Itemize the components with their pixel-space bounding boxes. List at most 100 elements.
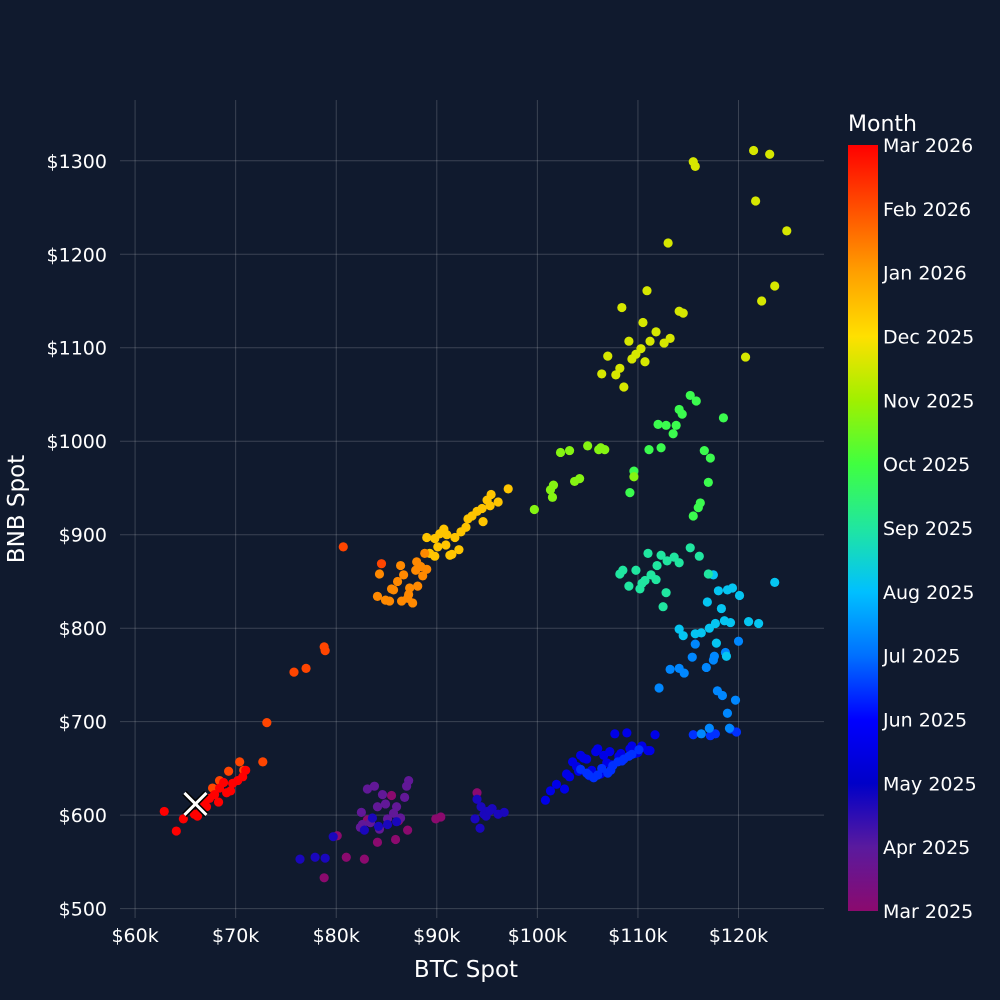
data-point — [386, 790, 397, 801]
data-point — [540, 795, 551, 805]
data-point — [485, 501, 495, 511]
data-point — [615, 569, 625, 579]
data-point — [782, 226, 792, 236]
data-point — [702, 597, 712, 607]
y-tick-label: $1300 — [47, 151, 107, 173]
data-point — [685, 543, 695, 553]
colorbar-tick-label: Oct 2025 — [883, 454, 970, 476]
data-point — [301, 663, 311, 673]
data-point — [442, 530, 452, 540]
y-tick-label: $1200 — [47, 244, 107, 266]
data-point — [687, 652, 697, 662]
data-point — [472, 788, 482, 798]
data-point — [661, 588, 671, 598]
data-point — [485, 805, 495, 816]
data-point — [377, 789, 388, 800]
data-point — [374, 569, 385, 579]
data-point — [615, 363, 625, 373]
data-point — [390, 834, 401, 845]
data-point — [643, 746, 653, 756]
y-tick-label: $700 — [59, 712, 107, 734]
colorbar-tick-label: Feb 2026 — [883, 199, 971, 221]
axes: $60k $70k $80k $90k $100k $110k $120k $500 $600 $… — [47, 151, 769, 947]
data-point — [617, 756, 627, 766]
data-point — [751, 196, 761, 206]
data-point — [606, 765, 616, 775]
data-point — [637, 578, 647, 588]
data-point — [579, 753, 589, 763]
colorbar-tick-label: Aug 2025 — [883, 582, 975, 604]
data-point — [171, 826, 181, 836]
data-point — [663, 238, 673, 248]
data-point — [262, 718, 272, 728]
data-point — [388, 808, 399, 818]
data-point — [359, 854, 369, 864]
data-point — [717, 690, 728, 701]
data-point — [703, 477, 713, 487]
data-point — [749, 145, 759, 156]
data-point — [295, 854, 305, 864]
data-point — [372, 837, 383, 847]
data-point — [642, 286, 652, 296]
data-point — [694, 551, 704, 561]
colorbar-tick-label: Jan 2026 — [882, 263, 967, 285]
data-point — [258, 757, 268, 767]
data-point — [696, 628, 706, 638]
data-point — [636, 344, 646, 354]
data-point — [716, 603, 727, 614]
colorbar-bar — [848, 145, 878, 911]
data-point — [555, 447, 566, 458]
data-point — [757, 296, 767, 306]
data-point — [391, 817, 402, 827]
data-point — [567, 757, 578, 767]
data-point — [320, 853, 330, 863]
data-point — [718, 413, 729, 423]
data-point — [593, 770, 603, 780]
data-point — [688, 511, 698, 521]
data-point — [678, 308, 688, 318]
data-point — [384, 596, 395, 606]
data-point — [213, 797, 224, 807]
data-point — [640, 357, 650, 367]
data-point — [622, 728, 632, 738]
data-point — [591, 746, 601, 757]
data-point — [209, 789, 220, 800]
data-point — [403, 825, 413, 835]
data-point — [547, 492, 558, 502]
data-point — [373, 821, 384, 831]
data-point — [192, 811, 203, 821]
data-point — [493, 497, 503, 507]
data-point — [634, 745, 644, 755]
data-point — [627, 749, 637, 760]
data-point — [399, 570, 409, 580]
data-point — [569, 476, 580, 487]
data-point — [478, 517, 488, 527]
data-point — [218, 777, 229, 788]
data-point — [740, 352, 751, 362]
data-point — [731, 727, 742, 737]
data-point — [392, 576, 403, 587]
data-point — [710, 618, 720, 629]
data-point — [372, 591, 383, 602]
data-point — [695, 498, 705, 508]
data-point — [645, 336, 655, 346]
y-axis-title: BNB Spot — [4, 455, 30, 563]
colorbar-tick-label: Jun 2025 — [882, 710, 967, 732]
colorbar-title: Month — [848, 112, 917, 137]
data-point — [420, 548, 430, 559]
data-point — [671, 420, 681, 430]
data-point — [564, 445, 575, 456]
data-point — [597, 369, 607, 379]
data-point — [430, 551, 440, 561]
data-point — [690, 161, 700, 171]
colorbar-tick-label: Mar 2026 — [883, 135, 973, 157]
data-point — [545, 786, 556, 796]
data-point — [226, 786, 236, 796]
data-point — [159, 806, 169, 817]
x-tick-label: $80k — [313, 925, 360, 947]
data-point — [359, 825, 369, 835]
data-point — [603, 351, 613, 361]
data-point — [651, 574, 661, 585]
data-point — [661, 420, 671, 430]
